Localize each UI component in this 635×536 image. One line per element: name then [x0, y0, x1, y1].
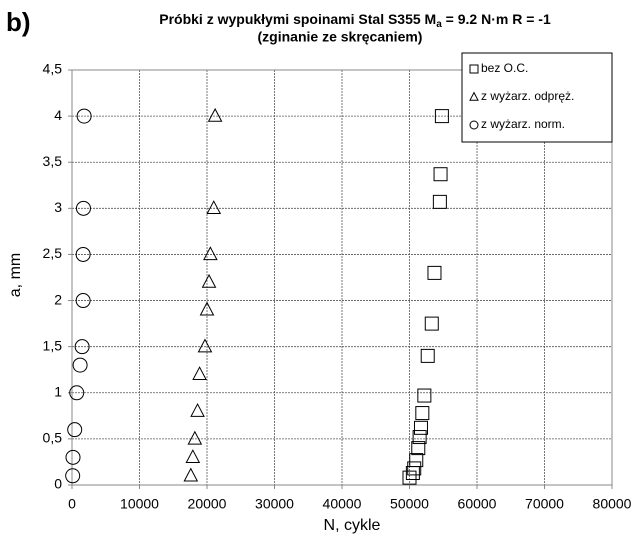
- y-tick-label: 2,5: [43, 245, 63, 261]
- point: [432, 194, 447, 209]
- point: [67, 422, 83, 438]
- title-part: = 9.2 N·m R = -1: [442, 11, 551, 27]
- point: [65, 468, 81, 484]
- y-tick-label: 1: [54, 383, 62, 399]
- x-tick-label: 60000: [458, 496, 497, 512]
- y-tick-label: 4,5: [43, 61, 63, 77]
- point: [203, 246, 218, 261]
- y-tick-label: 0: [54, 476, 62, 492]
- point: [427, 265, 442, 280]
- title-part: Próbki z wypukłymi spoinami Stal S355 M: [159, 11, 436, 27]
- x-tick-label: 20000: [188, 496, 227, 512]
- point: [76, 108, 92, 124]
- point: [74, 339, 90, 355]
- point: [433, 167, 448, 182]
- panel-label: b): [6, 7, 31, 37]
- point: [206, 200, 222, 215]
- x-tick-label: 0: [68, 496, 76, 512]
- point: [207, 107, 223, 122]
- y-axis-label: a, mm: [7, 253, 24, 297]
- point: [405, 466, 420, 481]
- point: [201, 273, 217, 288]
- title-sub: a: [436, 19, 442, 30]
- point: [65, 449, 81, 465]
- x-tick-label: 40000: [323, 496, 362, 512]
- legend-symbol: [469, 64, 479, 74]
- x-tick-label: 70000: [525, 496, 564, 512]
- point: [424, 316, 439, 331]
- x-tick-label: 50000: [390, 496, 429, 512]
- point: [413, 420, 428, 435]
- point: [192, 366, 207, 381]
- legend-label: bez O.C.: [481, 61, 528, 75]
- point: [75, 200, 91, 216]
- point: [411, 441, 426, 456]
- legend-label: z wyżarz. odpręż.: [481, 89, 574, 103]
- x-tick-label: 30000: [255, 496, 294, 512]
- point: [197, 338, 213, 353]
- point: [75, 246, 91, 262]
- y-tick-label: 0,5: [43, 430, 63, 446]
- y-tick-label: 2: [54, 291, 62, 307]
- x-tick-label: 80000: [593, 496, 632, 512]
- legend-symbol: [469, 91, 479, 101]
- point: [75, 293, 91, 309]
- chart-subtitle: (zginanie ze skręcaniem): [258, 29, 423, 45]
- point: [190, 402, 205, 417]
- legend-label: z wyżarz. norm.: [481, 117, 565, 131]
- point: [415, 406, 430, 421]
- point: [412, 430, 427, 445]
- legend-box: [461, 52, 613, 143]
- point: [434, 109, 449, 124]
- y-tick-label: 3,5: [43, 153, 63, 169]
- x-tick-label: 10000: [120, 496, 159, 512]
- y-tick-label: 1,5: [43, 337, 63, 353]
- plot-frame: [71, 69, 613, 486]
- x-axis-label: N, cykle: [324, 517, 381, 534]
- point: [420, 348, 435, 363]
- legend-symbol: [469, 120, 479, 130]
- point: [185, 449, 201, 464]
- y-tick-label: 3: [54, 199, 62, 215]
- point: [183, 467, 199, 482]
- point: [402, 470, 417, 485]
- point: [72, 357, 88, 373]
- point: [407, 461, 422, 476]
- chart-title: Próbki z wypukłymi spoinami Stal S355 Ma…: [159, 11, 551, 30]
- point: [417, 388, 432, 403]
- point: [199, 301, 215, 316]
- point: [187, 430, 203, 445]
- y-tick-label: 4: [54, 107, 62, 123]
- point: [69, 385, 85, 401]
